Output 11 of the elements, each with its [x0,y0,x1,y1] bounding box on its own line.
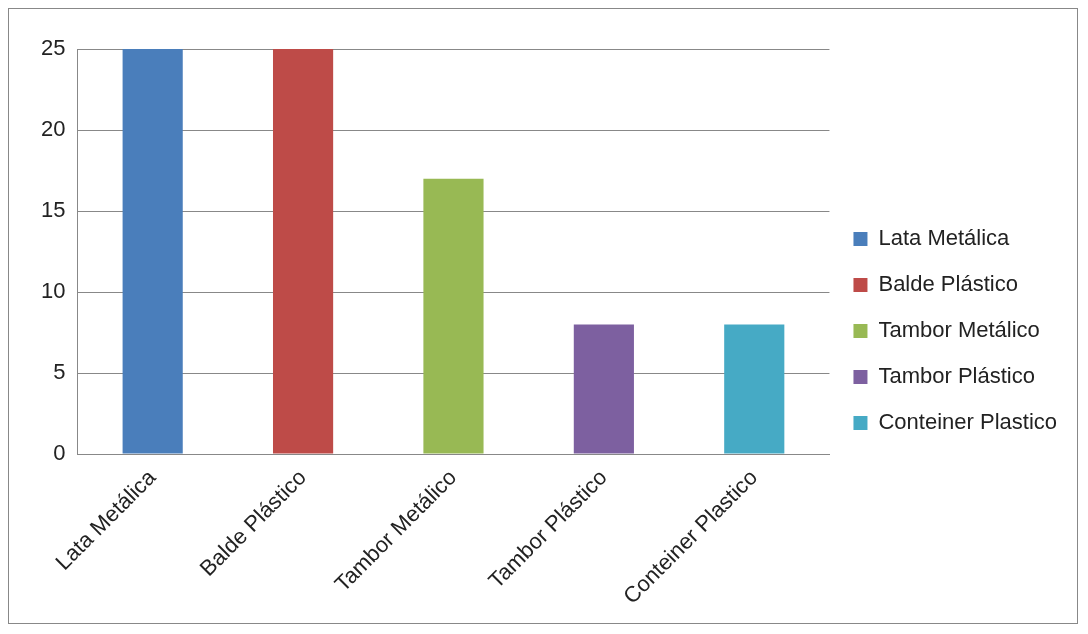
legend-label: Lata Metálica [878,225,1011,251]
y-tick-label: 15 [40,197,66,223]
y-tick-label: 25 [40,35,66,61]
legend-label: Conteiner Plastico [878,409,1058,435]
y-tick-label: 10 [40,278,66,304]
legend-label: Tambor Metálico [878,317,1040,343]
y-tick-label: 5 [53,359,66,385]
legend-label: Balde Plástico [878,271,1018,297]
y-tick-label: 0 [53,440,66,466]
legend-label: Tambor Plástico [878,363,1035,389]
y-tick-label: 20 [40,116,66,142]
